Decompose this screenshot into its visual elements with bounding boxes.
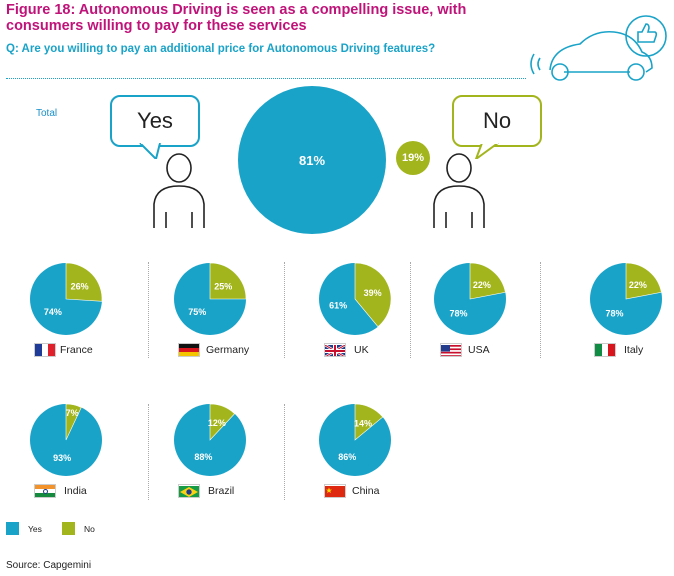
survey-question: Q: Are you willing to pay an additional …: [6, 43, 436, 55]
pie-no-slice-italy: [625, 262, 662, 300]
legend-no-label: No: [84, 524, 95, 534]
header-divider: [6, 78, 526, 79]
car-thumbs-up-icon: [530, 15, 667, 81]
country-label-china: China: [352, 485, 380, 497]
country-label-germany: Germany: [206, 344, 250, 356]
person-no-icon: [433, 153, 485, 228]
legend-no-swatch: [62, 522, 75, 535]
column-separator: [148, 404, 149, 500]
pie-yes-label-india: 93%: [53, 453, 71, 463]
country-label-uk: UK: [354, 344, 369, 356]
country-label-italy: Italy: [624, 344, 644, 356]
pie-no-label-italy: 22%: [629, 280, 647, 290]
yes-bubble-tail: [139, 143, 161, 159]
pie-yes-label-italy: 78%: [605, 308, 623, 318]
country-label-brazil: Brazil: [208, 485, 235, 497]
column-separator: [284, 262, 285, 358]
country-label-france: France: [60, 344, 93, 356]
column-separator: [148, 262, 149, 358]
pie-no-label-france: 26%: [71, 282, 89, 292]
pie-no-label-germany: 25%: [214, 281, 232, 291]
pie-no-slice-china: [354, 403, 384, 441]
pie-no-slice-germany: [209, 262, 247, 300]
total-yes-circle: 81%: [238, 86, 386, 234]
pie-no-label-india: 7%: [66, 408, 79, 418]
total-no-circle: 19%: [396, 141, 430, 175]
china-flag: [324, 484, 346, 498]
pie-no-slice-india: [65, 403, 82, 441]
legend-yes-swatch: [6, 522, 19, 535]
source-note: Source: Capgemini: [6, 560, 92, 571]
pie-no-slice-france: [65, 262, 103, 302]
no-speech-bubble: No: [452, 95, 542, 147]
italy-flag: [594, 343, 616, 357]
brazil-flag: [178, 484, 200, 498]
pie-no-label-china: 14%: [354, 419, 372, 429]
pie-yes-label-uk: 61%: [329, 301, 347, 311]
india-flag: [34, 484, 56, 498]
column-separator: [540, 262, 541, 358]
column-separator: [410, 262, 411, 358]
legend-yes-label: Yes: [28, 524, 42, 534]
pie-yes-label-germany: 75%: [188, 307, 206, 317]
total-yes-value: 81%: [298, 152, 326, 168]
usa-flag: [440, 343, 462, 357]
pie-no-slice-brazil: [209, 403, 236, 441]
no-bubble-tail: [474, 143, 499, 159]
france-flag: [34, 343, 56, 357]
total-no-value: 19%: [401, 152, 425, 164]
uk-flag: [324, 343, 346, 357]
pie-yes-label-france: 74%: [44, 307, 62, 317]
pie-no-slice-usa: [469, 262, 506, 300]
germany-flag: [178, 343, 200, 357]
country-label-usa: USA: [468, 344, 490, 356]
pie-yes-label-brazil: 88%: [194, 452, 212, 462]
pie-no-label-brazil: 12%: [208, 418, 226, 428]
pie-yes-label-china: 86%: [338, 452, 356, 462]
pie-yes-label-usa: 78%: [449, 308, 467, 318]
column-separator: [284, 404, 285, 500]
country-label-india: India: [64, 485, 87, 497]
yes-speech-bubble: Yes: [110, 95, 200, 147]
chart-title: Figure 18: Autonomous Driving is seen as…: [6, 2, 467, 34]
person-yes-icon: [153, 153, 205, 228]
total-label: Total: [36, 108, 58, 119]
pie-no-label-uk: 39%: [364, 288, 382, 298]
pie-no-label-usa: 22%: [473, 280, 491, 290]
pie-no-slice-uk: [354, 262, 392, 328]
